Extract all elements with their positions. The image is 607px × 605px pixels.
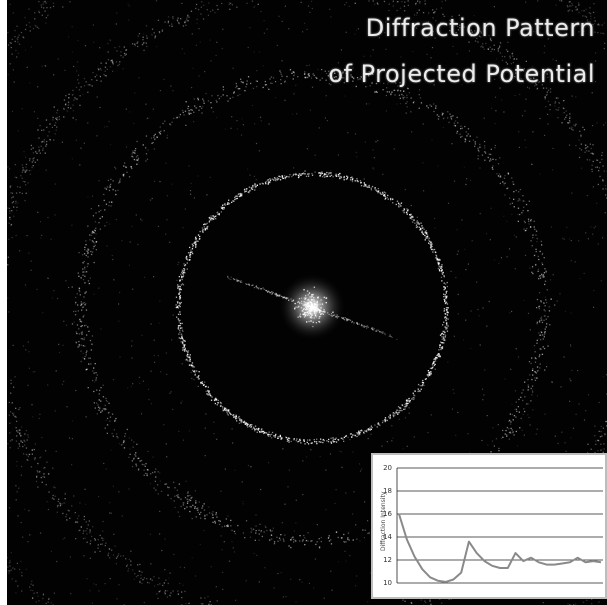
y-tick-label: 12 [383, 556, 392, 564]
title-line-2: of Projected Potential [328, 60, 595, 88]
y-axis-label: Diffraction Intensity [380, 491, 387, 551]
central-spot-speckle [294, 286, 334, 328]
diffraction-ring [7, 0, 607, 605]
diffraction-figure: Diffraction Pattern of Projected Potenti… [7, 0, 607, 605]
intensity-curve [398, 513, 602, 583]
y-tick-label: 16 [383, 510, 392, 518]
title-line-1: Diffraction Pattern [365, 14, 595, 42]
intensity-inset-chart: 20 18 16 14 12 10 Diffraction Intensity [371, 453, 607, 599]
diffraction-pattern [7, 0, 607, 605]
y-tick-label: 10 [383, 579, 392, 587]
y-tick-label: 18 [383, 487, 392, 495]
diffraction-ring [175, 170, 449, 445]
y-tick-label: 20 [383, 464, 392, 472]
inset-plot-area [396, 467, 603, 584]
y-tick-label: 14 [383, 533, 392, 541]
background-speckle [7, 0, 607, 605]
